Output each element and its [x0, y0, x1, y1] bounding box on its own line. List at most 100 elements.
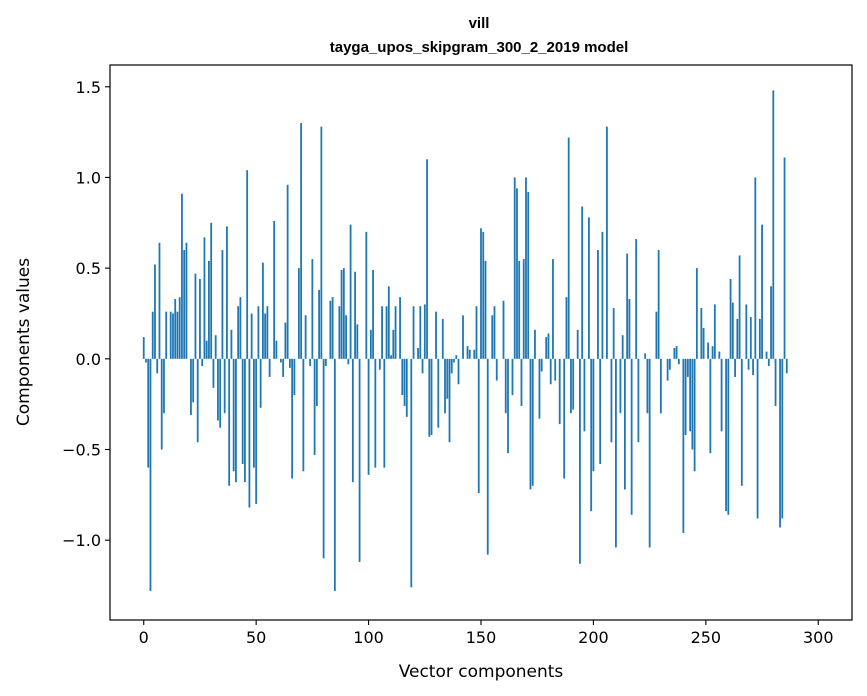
bar: [455, 355, 458, 359]
bar: [419, 306, 422, 359]
bar: [367, 358, 370, 475]
bar: [428, 358, 431, 437]
bar: [655, 311, 658, 359]
bar: [392, 329, 395, 359]
bar: [158, 242, 161, 359]
bar: [648, 358, 651, 548]
bar: [666, 358, 669, 381]
x-tick-label: 150: [466, 628, 497, 647]
bar: [282, 358, 285, 377]
bar: [547, 333, 550, 359]
bar: [682, 358, 685, 533]
bar: [700, 308, 703, 359]
bar: [279, 358, 282, 363]
bar: [174, 298, 177, 359]
bar: [482, 231, 485, 359]
bar: [581, 206, 584, 359]
bar: [320, 126, 323, 359]
bar: [468, 349, 471, 359]
bar: [579, 358, 581, 564]
bar: [599, 358, 602, 465]
bar: [702, 327, 705, 359]
bar: [221, 250, 224, 359]
bar: [615, 358, 617, 548]
bar: [300, 123, 303, 359]
bar: [248, 358, 251, 508]
bar: [246, 170, 249, 359]
bar: [529, 358, 532, 490]
bar: [504, 358, 507, 414]
bar: [774, 358, 777, 406]
bar: [223, 358, 226, 414]
bar: [205, 340, 208, 359]
bar: [286, 184, 289, 359]
bar: [288, 358, 291, 368]
bar: [313, 358, 316, 455]
bar: [291, 358, 294, 479]
bar: [374, 358, 377, 468]
bar: [226, 226, 228, 359]
bar: [264, 313, 267, 359]
bar: [772, 90, 775, 359]
bar: [262, 262, 264, 359]
bar: [401, 358, 404, 396]
bar: [304, 315, 307, 359]
bar: [752, 358, 754, 376]
bar: [315, 358, 318, 406]
bar: [572, 358, 575, 410]
bar: [606, 126, 608, 359]
bar: [770, 286, 772, 359]
y-tick-label: −1.0: [62, 531, 101, 550]
bar: [783, 157, 786, 359]
bar: [444, 358, 446, 414]
bar: [253, 358, 255, 468]
bar: [230, 329, 233, 359]
bar: [747, 358, 750, 370]
y-axis-ticks: −1.0 −0.5 0.0 0.5 1.0 1.5: [62, 78, 110, 550]
bar: [212, 358, 215, 388]
bar: [538, 358, 541, 419]
bar: [462, 315, 464, 359]
bar: [266, 306, 269, 359]
bar: [525, 177, 527, 359]
bar: [331, 297, 334, 359]
bar: [383, 358, 386, 468]
bar: [540, 358, 543, 372]
bar: [453, 358, 455, 363]
bar: [199, 279, 201, 359]
bar: [552, 259, 554, 359]
y-axis-label: Components values: [14, 258, 34, 426]
bar: [369, 329, 372, 359]
bar: [385, 306, 388, 359]
bar: [745, 304, 748, 359]
y-tick-label: −0.5: [62, 441, 101, 460]
x-tick-label: 250: [691, 628, 722, 647]
bar: [477, 358, 480, 494]
bar: [619, 358, 622, 414]
bar: [345, 315, 347, 359]
bar: [767, 358, 770, 367]
bar: [518, 260, 521, 359]
bar: [147, 358, 150, 468]
bar: [426, 159, 428, 359]
bar: [695, 268, 698, 359]
bar: [466, 346, 469, 359]
bar: [576, 329, 579, 359]
bar: [275, 340, 278, 359]
bar: [473, 349, 476, 359]
bar: [338, 306, 341, 359]
bar: [410, 358, 413, 588]
chart-title-line-1: vill: [469, 15, 490, 32]
bar: [192, 358, 195, 403]
bar: [718, 351, 721, 359]
bar: [635, 239, 638, 359]
bar: [736, 318, 739, 359]
bar: [441, 318, 444, 359]
bar: [183, 250, 186, 359]
bar: [475, 306, 478, 359]
bar: [565, 297, 568, 359]
bar: [333, 358, 336, 591]
x-tick-label: 0: [139, 628, 149, 647]
chart-title-line-2: tayga_upos_skipgram_300_2_2019 model: [330, 39, 629, 56]
bar: [228, 358, 231, 486]
